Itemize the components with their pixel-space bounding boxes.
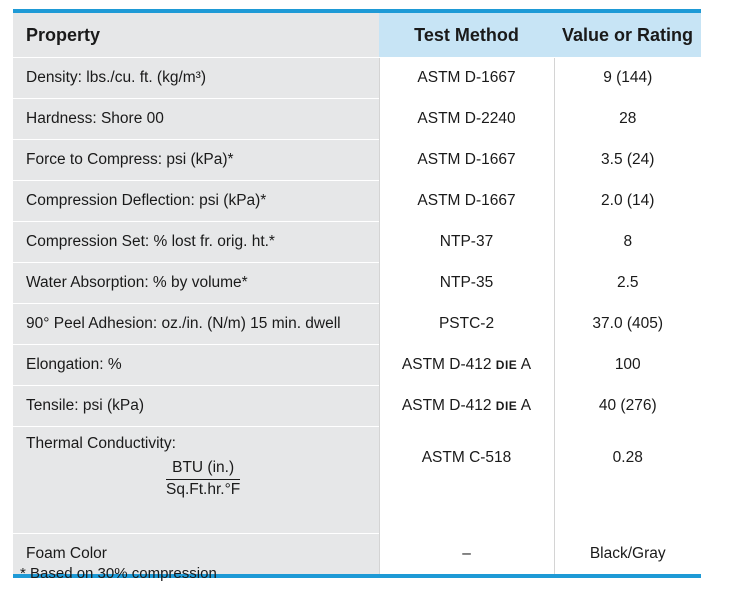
property-cell: Compression Deflection: psi (kPa)* [13,180,379,222]
method-prefix: ASTM D-412 [401,356,492,373]
value-cell: 28 [553,98,701,140]
method-cell: ASTM D-412 DIE A [378,344,554,386]
table-row: Force to Compress: psi (kPa)* ASTM D-166… [13,139,701,181]
method-cell: ASTM D-1667 [378,139,554,181]
top-rule [13,9,701,13]
table-row: Compression Deflection: psi (kPa)* ASTM … [13,180,701,222]
bottom-rule [13,574,701,578]
value-cell: 0.28 [553,426,701,534]
method-cell: ASTM D-2240 [378,98,554,140]
table-row: Density: lbs./cu. ft. (kg/m³) ASTM D-166… [13,57,701,99]
value-cell: 37.0 (405) [553,303,701,345]
property-cell: Thermal Conductivity: BTU (in.) Sq.Ft.hr… [13,426,379,534]
property-cell: Foam Color [13,533,379,574]
header-value: Value or Rating [554,13,701,58]
fraction-denominator: Sq.Ft.hr.°F [166,480,241,498]
fraction-numerator: BTU (in.) [166,459,241,480]
table-row: Water Absorption: % by volume* NTP-35 2.… [13,262,701,304]
header-property: Property [13,13,379,58]
table-row: Hardness: Shore 00 ASTM D-2240 28 [13,98,701,140]
table-row: Thermal Conductivity: BTU (in.) Sq.Ft.hr… [13,426,701,534]
method-cell: ASTM D-1667 [378,57,554,99]
footnote: * Based on 30% compression [20,565,217,582]
table-row: Tensile: psi (kPa) ASTM D-412 DIE A 40 (… [13,385,701,427]
property-cell: Compression Set: % lost fr. orig. ht.* [13,221,379,263]
method-prefix: ASTM D-412 [401,397,492,414]
property-label: Thermal Conductivity: [26,435,176,452]
properties-table-container: Property Test Method Value or Rating Den… [13,9,701,578]
property-cell: 90° Peel Adhesion: oz./in. (N/m) 15 min.… [13,303,379,345]
header-test-method: Test Method [379,13,554,58]
value-cell: 2.0 (14) [553,180,701,222]
method-cell: ASTM C-518 [378,426,554,534]
method-cell: PSTC-2 [378,303,554,345]
table-row: 90° Peel Adhesion: oz./in. (N/m) 15 min.… [13,303,701,345]
method-cell: ASTM D-412 DIE A [378,385,554,427]
property-cell: Hardness: Shore 00 [13,98,379,140]
properties-table: Property Test Method Value or Rating Den… [13,13,701,574]
thermal-fraction: BTU (in.) Sq.Ft.hr.°F [166,459,241,499]
value-cell: 40 (276) [553,385,701,427]
table-row: Foam Color – Black/Gray [13,533,701,574]
property-cell: Water Absorption: % by volume* [13,262,379,304]
method-suffix: A [520,397,532,414]
value-cell: 9 (144) [553,57,701,99]
value-cell: 2.5 [553,262,701,304]
method-smallcaps: DIE [495,399,518,413]
table-row: Compression Set: % lost fr. orig. ht.* N… [13,221,701,263]
value-cell: 3.5 (24) [553,139,701,181]
value-cell: Black/Gray [553,533,701,574]
method-cell: – [378,533,554,574]
value-cell: 8 [553,221,701,263]
method-suffix: A [520,356,532,373]
method-cell: ASTM D-1667 [378,180,554,222]
header-row: Property Test Method Value or Rating [13,13,701,58]
property-cell: Tensile: psi (kPa) [13,385,379,427]
property-cell: Force to Compress: psi (kPa)* [13,139,379,181]
property-cell: Density: lbs./cu. ft. (kg/m³) [13,57,379,99]
method-smallcaps: DIE [495,358,518,372]
method-cell: NTP-35 [378,262,554,304]
table-row: Elongation: % ASTM D-412 DIE A 100 [13,344,701,386]
method-cell: NTP-37 [378,221,554,263]
property-cell: Elongation: % [13,344,379,386]
value-cell: 100 [553,344,701,386]
